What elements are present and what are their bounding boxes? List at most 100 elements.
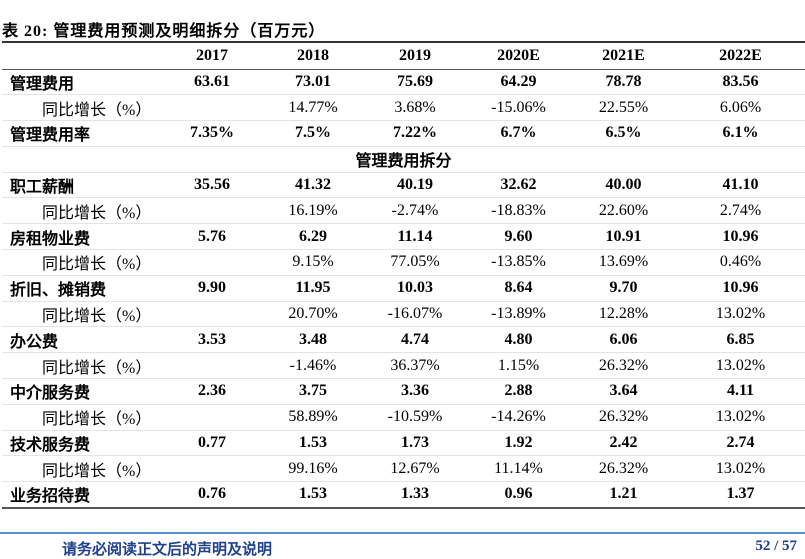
- row-label: 中介服务费: [2, 378, 162, 405]
- cell-value: [162, 94, 262, 122]
- table-row: 同比增长（%） 99.16% 12.67% 11.14% 26.32% 13.02%: [2, 455, 805, 483]
- cell-value: 9.60: [466, 223, 571, 251]
- cell-value: 35.56: [162, 172, 262, 199]
- cell-value: 8.64: [466, 275, 571, 302]
- cell-value: [162, 352, 262, 380]
- cell-value: 77.05%: [364, 249, 466, 276]
- cell-value: 6.06: [571, 326, 676, 354]
- row-label: 职工薪酬: [2, 172, 162, 199]
- cell-value: [162, 249, 262, 276]
- column-header: [2, 42, 162, 70]
- cell-value: -10.59%: [364, 404, 466, 431]
- cell-value: 41.10: [676, 172, 805, 199]
- cell-value: -16.07%: [364, 301, 466, 328]
- row-label: 办公费: [2, 326, 162, 354]
- cell-value: -13.85%: [466, 249, 571, 276]
- cell-value: 11.14: [364, 223, 466, 251]
- cell-value: 26.32%: [571, 404, 676, 431]
- cell-value: 3.68%: [364, 94, 466, 122]
- cell-value: 13.02%: [676, 455, 805, 483]
- footer-divider: [0, 532, 805, 534]
- cell-value: 58.89%: [262, 404, 364, 431]
- cell-value: 0.76: [162, 481, 262, 509]
- cell-value: 4.80: [466, 326, 571, 354]
- cell-value: 9.15%: [262, 249, 364, 276]
- cell-value: 73.01: [262, 69, 364, 96]
- column-header: 2022E: [676, 42, 805, 70]
- cell-value: 1.73: [364, 430, 466, 457]
- table-row: 同比增长（%） 58.89% -10.59% -14.26% 26.32% 13.02%: [2, 404, 805, 431]
- cell-value: 40.00: [571, 172, 676, 199]
- cell-value: 0.96: [466, 481, 571, 509]
- cell-value: 0.46%: [676, 249, 805, 276]
- row-label: 管理费用率: [2, 120, 162, 147]
- cell-value: 11.14%: [466, 455, 571, 483]
- cell-value: [162, 197, 262, 225]
- cell-value: 83.56: [676, 69, 805, 96]
- cell-value: 12.28%: [571, 301, 676, 328]
- cell-value: 6.85: [676, 326, 805, 354]
- cell-value: 40.19: [364, 172, 466, 199]
- cell-value: 3.75: [262, 378, 364, 405]
- cell-value: 26.32%: [571, 352, 676, 380]
- cell-value: 10.96: [676, 223, 805, 251]
- cell-value: 2.42: [571, 430, 676, 457]
- cell-value: 10.96: [676, 275, 805, 302]
- cell-value: 75.69: [364, 69, 466, 96]
- cell-value: 22.55%: [571, 94, 676, 122]
- cell-value: 3.36: [364, 378, 466, 405]
- row-label: 管理费用: [2, 69, 162, 96]
- cell-value: 13.02%: [676, 404, 805, 431]
- cell-value: -14.26%: [466, 404, 571, 431]
- cell-value: 11.95: [262, 275, 364, 302]
- table-row: 同比增长（%） 20.70% -16.07% -13.89% 12.28% 13.02%: [2, 301, 805, 328]
- cell-value: 10.91: [571, 223, 676, 251]
- cell-value: 9.90: [162, 275, 262, 302]
- expense-table: 2017 2018 2019 2020E 2021E 2022E 管理费用 63.61 73.0…: [2, 41, 805, 509]
- cell-value: 1.37: [676, 481, 805, 509]
- cell-value: 26.32%: [571, 455, 676, 483]
- section-label: 管理费用拆分: [2, 146, 805, 173]
- cell-value: 1.21: [571, 481, 676, 509]
- table-row: 职工薪酬 35.56 41.32 40.19 32.62 40.00 41.10: [2, 172, 805, 199]
- cell-value: 9.70: [571, 275, 676, 302]
- cell-value: 63.61: [162, 69, 262, 96]
- table-title: 表 20: 管理费用预测及明细拆分（百万元）: [2, 23, 326, 40]
- cell-value: 41.32: [262, 172, 364, 199]
- table-row: 房租物业费 5.76 6.29 11.14 9.60 10.91 10.96: [2, 223, 805, 251]
- cell-value: 6.1%: [676, 120, 805, 147]
- table-row: 折旧、摊销费 9.90 11.95 10.03 8.64 9.70 10.96: [2, 275, 805, 302]
- row-label: 同比增长（%）: [2, 249, 162, 276]
- section-row: 管理费用拆分: [2, 146, 805, 173]
- table-row: 同比增长（%） -1.46% 36.37% 1.15% 26.32% 13.02%: [2, 352, 805, 380]
- cell-value: 10.03: [364, 275, 466, 302]
- row-label: 同比增长（%）: [2, 197, 162, 225]
- row-label: 同比增长（%）: [2, 94, 162, 122]
- cell-value: 64.29: [466, 69, 571, 96]
- row-label: 同比增长（%）: [2, 352, 162, 380]
- cell-value: -2.74%: [364, 197, 466, 225]
- cell-value: 6.7%: [466, 120, 571, 147]
- cell-value: 1.53: [262, 430, 364, 457]
- cell-value: 0.77: [162, 430, 262, 457]
- cell-value: 7.35%: [162, 120, 262, 147]
- cell-value: -1.46%: [262, 352, 364, 380]
- cell-value: 3.48: [262, 326, 364, 354]
- cell-value: [162, 404, 262, 431]
- row-label: 业务招待费: [2, 481, 162, 509]
- table-row: 中介服务费 2.36 3.75 3.36 2.88 3.64 4.11: [2, 378, 805, 405]
- cell-value: 7.22%: [364, 120, 466, 147]
- cell-value: -18.83%: [466, 197, 571, 225]
- cell-value: 13.69%: [571, 249, 676, 276]
- row-label: 同比增长（%）: [2, 404, 162, 431]
- column-header: 2018: [262, 42, 364, 70]
- table-row: 管理费用率 7.35% 7.5% 7.22% 6.7% 6.5% 6.1%: [2, 120, 805, 147]
- table-row: 同比增长（%） 14.77% 3.68% -15.06% 22.55% 6.06%: [2, 94, 805, 122]
- cell-value: 14.77%: [262, 94, 364, 122]
- table-row: 同比增长（%） 9.15% 77.05% -13.85% 13.69% 0.46%: [2, 249, 805, 276]
- column-header: 2017: [162, 42, 262, 70]
- cell-value: 7.5%: [262, 120, 364, 147]
- cell-value: 1.15%: [466, 352, 571, 380]
- cell-value: 22.60%: [571, 197, 676, 225]
- cell-value: 1.53: [262, 481, 364, 509]
